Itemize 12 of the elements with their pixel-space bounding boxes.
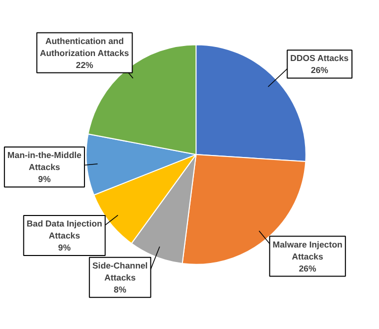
data-label: 9%: [58, 242, 71, 252]
slice-label: Bad Data Injection Attacks: [26, 218, 102, 240]
slice-label: Authentication and Authorization Attacks: [40, 36, 130, 58]
data-label: 8%: [114, 284, 127, 294]
data-label: 26%: [310, 65, 329, 76]
slice-label: DDOS Attacks: [290, 53, 349, 64]
data-label: 22%: [76, 60, 94, 70]
data-label: 9%: [38, 174, 51, 184]
slice-label: Malware Injecton Attacks: [272, 239, 342, 262]
slice-label: Man-in-the-Middle Attacks: [7, 150, 82, 172]
data-label: 26%: [298, 263, 316, 274]
slice-label: Side-Channel Attacks: [92, 260, 148, 282]
